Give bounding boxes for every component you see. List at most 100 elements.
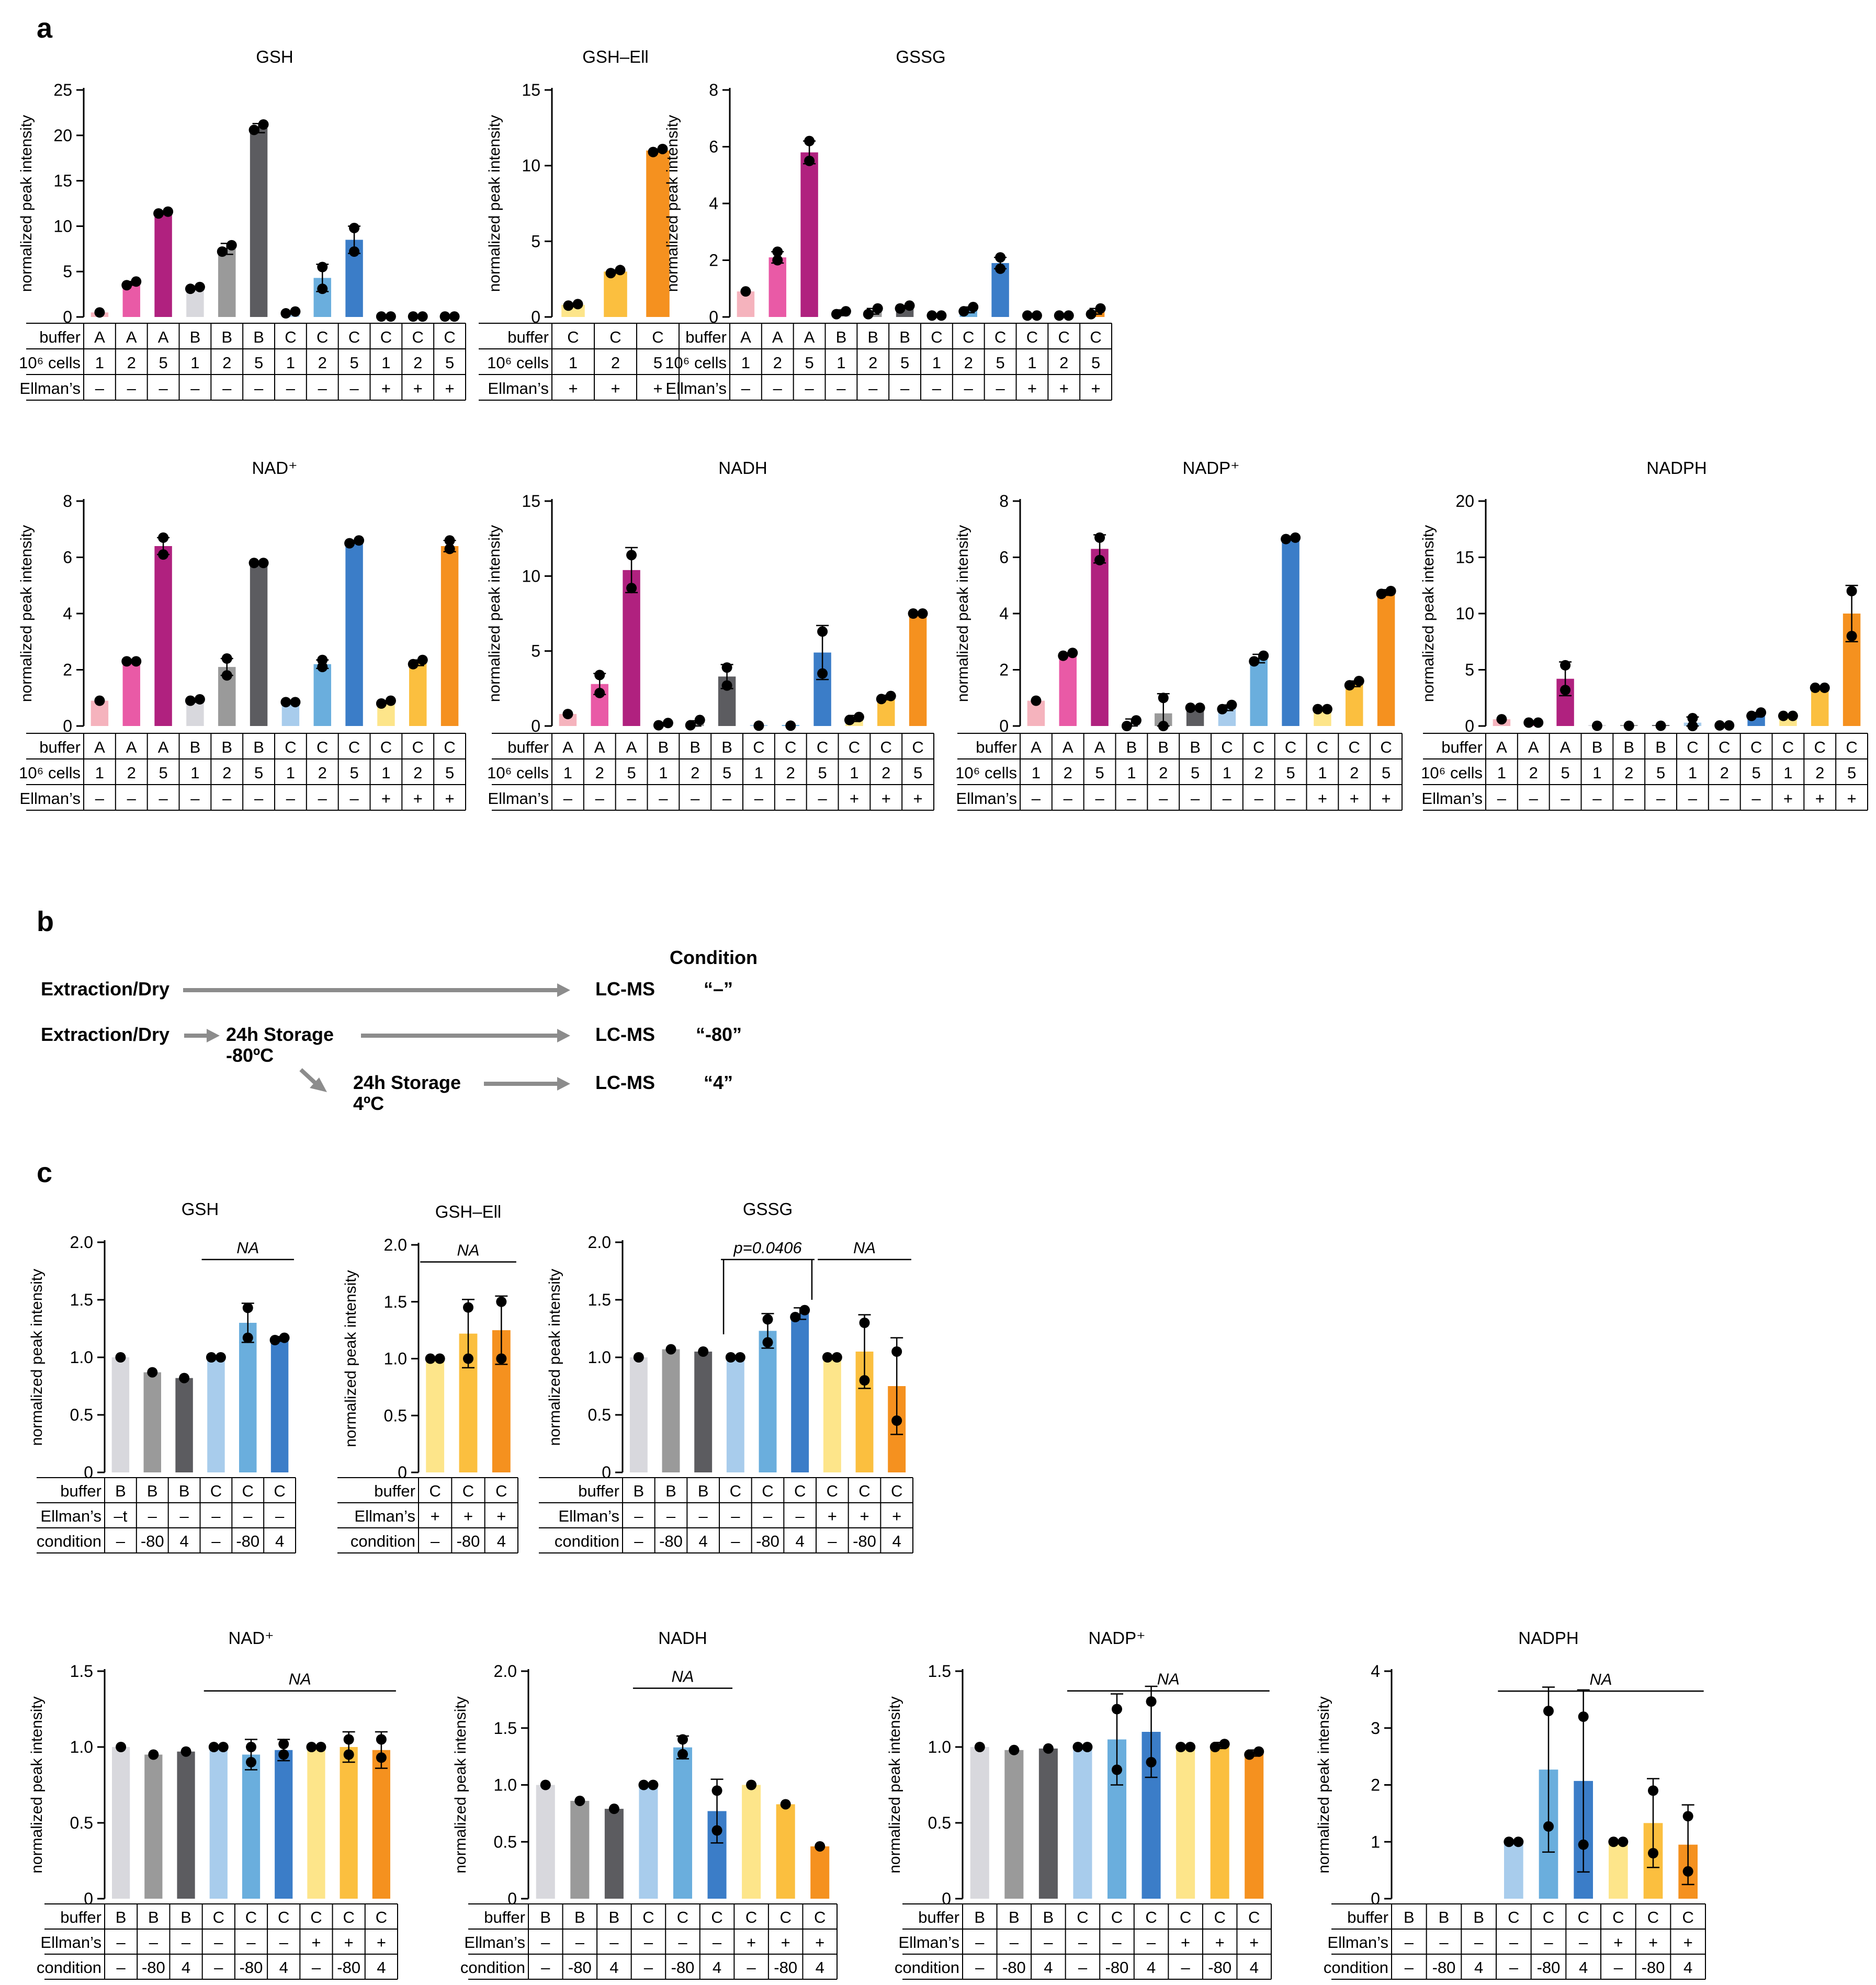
data-point xyxy=(248,124,259,135)
data-point xyxy=(1543,1706,1554,1717)
y-tick-label: 1.5 xyxy=(928,1662,951,1681)
table-cell: 5 xyxy=(805,354,813,372)
table-cell: – xyxy=(634,1507,643,1525)
table-cell: B xyxy=(574,1908,585,1926)
table-cell: C xyxy=(779,1908,791,1926)
flow-row1-condition: “–” xyxy=(704,978,733,1000)
chart-c-nadp: NADP⁺ 0 0.5 1.0 1.5 normalized peak intensity… xyxy=(886,1628,1272,1980)
table-cell: – xyxy=(1181,1958,1190,1977)
data-point xyxy=(698,1346,709,1357)
bar-B4 xyxy=(694,1352,713,1472)
data-point xyxy=(1648,1785,1658,1796)
data-point xyxy=(917,608,928,619)
data-point xyxy=(1533,717,1544,728)
table-cell: C xyxy=(880,738,892,756)
y-axis-label: normalized peak intensity xyxy=(546,1269,563,1446)
data-point xyxy=(349,246,360,257)
table-cell: + xyxy=(1091,379,1101,398)
table-cell: C xyxy=(1782,738,1794,756)
table-cell: 5 xyxy=(722,764,731,782)
data-point xyxy=(1655,720,1666,731)
table-cell: B xyxy=(116,1908,127,1926)
data-point xyxy=(496,1353,507,1364)
table-row-label: 10⁶ cells xyxy=(19,354,81,372)
table-cell: 4 xyxy=(497,1532,506,1550)
y-axis-label: normalized peak intensity xyxy=(486,525,503,702)
bar-C-5 xyxy=(1282,537,1299,726)
table-cell: C xyxy=(285,738,296,756)
data-point xyxy=(711,1825,722,1836)
data-point xyxy=(439,311,450,322)
table-cell: 2 xyxy=(1255,764,1263,782)
y-tick-label: 0 xyxy=(602,1463,611,1482)
bar-C–+ xyxy=(307,1747,325,1899)
table-row-label: condition xyxy=(895,1958,959,1977)
data-point xyxy=(280,308,291,319)
data-point xyxy=(434,1353,445,1364)
table-cell: C xyxy=(858,1482,870,1500)
table-cell: C xyxy=(963,328,974,346)
table-row-label: buffer xyxy=(1347,1908,1388,1926)
table-cell: – xyxy=(159,789,168,808)
data-point xyxy=(317,654,328,665)
data-point xyxy=(1158,693,1169,704)
bar-C– xyxy=(1504,1842,1523,1899)
table-cell: 5 xyxy=(1382,764,1391,782)
table-cell: – xyxy=(1656,789,1666,808)
y-tick-label: 20 xyxy=(1455,492,1474,511)
table-cell: C xyxy=(711,1908,722,1926)
data-point xyxy=(1376,588,1387,599)
data-point xyxy=(163,206,174,217)
bar-C-80+ xyxy=(776,1804,795,1899)
data-point xyxy=(753,720,764,731)
table-cell: 2 xyxy=(318,354,327,372)
table-row-label: Ellman’s xyxy=(19,789,81,808)
table-cell: – xyxy=(95,789,105,808)
table-cell: – xyxy=(182,1933,191,1952)
table-cell: 4 xyxy=(377,1958,386,1977)
bar-A-5 xyxy=(1091,549,1109,726)
table-row-label: Ellman’s xyxy=(488,379,549,398)
data-point xyxy=(1623,720,1634,731)
table-cell: A xyxy=(1094,738,1105,756)
table-cell: – xyxy=(666,1507,676,1525)
data-point xyxy=(1094,532,1105,543)
table-cell: C xyxy=(1647,1908,1659,1926)
table-cell: 2 xyxy=(964,354,973,372)
data-point xyxy=(121,656,132,667)
table-cell: C xyxy=(495,1482,507,1500)
bar-B– xyxy=(111,1357,130,1472)
y-tick-label: 0 xyxy=(942,1889,951,1908)
table-cell: -80 xyxy=(774,1958,797,1977)
bar-C-5+ xyxy=(909,614,927,726)
table-row-label: Ellman’s xyxy=(898,1933,959,1952)
data-point xyxy=(677,1734,688,1745)
table-cell: + xyxy=(413,379,423,398)
data-point xyxy=(1846,586,1857,596)
data-point xyxy=(891,1415,902,1426)
table-cell: 2 xyxy=(1064,764,1072,782)
table-cell: – xyxy=(279,1933,289,1952)
y-tick-label: 6 xyxy=(63,548,72,567)
table-cell: – xyxy=(996,379,1005,398)
table-cell: 2 xyxy=(773,354,782,372)
table-cell: 4 xyxy=(1147,1958,1156,1977)
data-point xyxy=(1244,1749,1255,1760)
bar-C–+ xyxy=(1609,1842,1628,1899)
data-point xyxy=(376,311,387,322)
table-cell: 2 xyxy=(1720,764,1729,782)
bar-B-5 xyxy=(250,128,268,317)
table-cell: – xyxy=(1112,1933,1122,1952)
data-point xyxy=(1146,1757,1157,1767)
table-cell: – xyxy=(805,379,814,398)
table-cell: – xyxy=(1159,789,1168,808)
data-point xyxy=(815,1841,826,1852)
data-point xyxy=(799,1305,810,1315)
data-point xyxy=(185,695,196,706)
table-cell: – xyxy=(678,1933,687,1952)
flow-row2-step2: 24h Storage xyxy=(226,1024,334,1045)
table-cell: 4 xyxy=(1044,1958,1053,1977)
table-cell: 4 xyxy=(1579,1958,1588,1977)
bar-A-5 xyxy=(154,212,172,317)
table-cell: – xyxy=(211,1532,221,1550)
